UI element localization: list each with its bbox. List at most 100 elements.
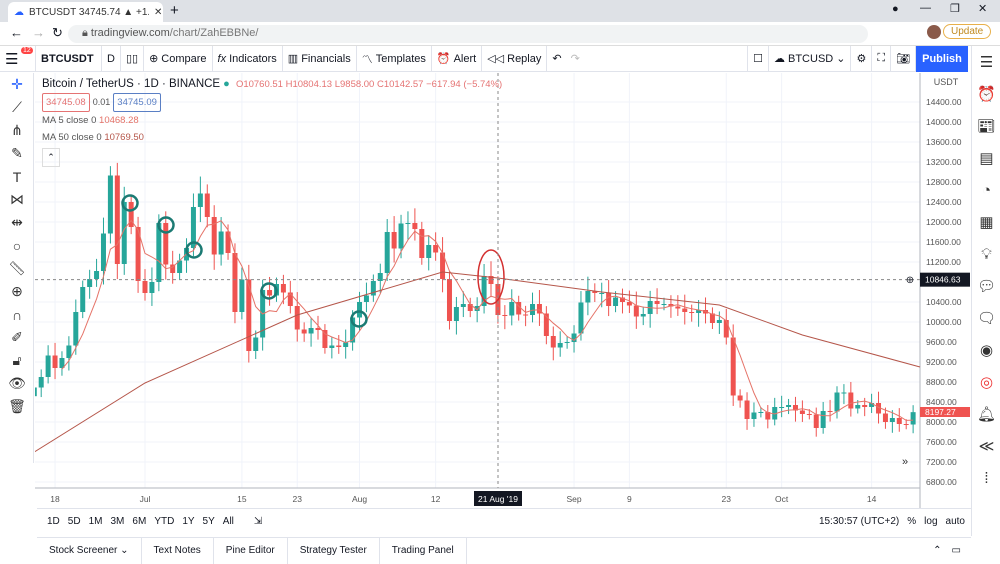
pattern-tool-icon[interactable]: ⋈: [10, 191, 24, 207]
range-5d[interactable]: 5D: [67, 516, 81, 527]
sell-price-button[interactable]: 34745.08: [42, 93, 90, 112]
range-1y[interactable]: 1Y: [182, 516, 195, 527]
redo-icon[interactable]: ↷: [570, 53, 580, 65]
back-icon[interactable]: ←: [10, 25, 23, 40]
news-icon[interactable]: 📰︎: [976, 118, 997, 135]
candle-body: [377, 273, 383, 281]
percent-scale-toggle[interactable]: %: [907, 516, 917, 527]
ma50-label[interactable]: MA 50 close 0: [42, 132, 102, 143]
log-scale-toggle[interactable]: log: [924, 516, 938, 527]
watchlist-icon[interactable]: ☰: [979, 54, 994, 71]
price-chart[interactable]: USDT14400.0014000.0013600.0013200.001280…: [35, 73, 971, 508]
text-tool-icon[interactable]: T: [12, 168, 22, 185]
chart-toolbar: ☰ 12 BTCUSDT D ▯▯ ⊕ Compare fx Indicators ▥…: [0, 46, 916, 72]
indicators-button[interactable]: fx Indicators: [213, 46, 283, 71]
streams-icon[interactable]: ◉: [979, 342, 994, 359]
expand-panel-icon[interactable]: ⌃: [933, 545, 942, 556]
layout-button[interactable]: ☐: [748, 46, 769, 71]
tab-pine-editor[interactable]: Pine Editor: [214, 537, 288, 564]
brush-tool-icon[interactable]: ✎: [11, 145, 23, 161]
chat-icon[interactable]: 🗨︎: [976, 310, 997, 327]
reload-icon[interactable]: ↻: [52, 25, 63, 40]
alert-button[interactable]: ⏰ Alert: [432, 46, 483, 71]
range-6m[interactable]: 6M: [132, 516, 147, 527]
minimize-icon[interactable]: —: [920, 2, 931, 14]
price-tick-label: 11600.00: [926, 237, 961, 247]
ruler-tool-icon[interactable]: 📏︎: [8, 260, 26, 276]
replay-button[interactable]: ◁◁ Replay: [482, 46, 548, 71]
range-ytd[interactable]: YTD: [154, 516, 175, 527]
annotation-circle: [157, 216, 175, 234]
dom-icon[interactable]: ⁞: [984, 469, 989, 487]
chart-type-button[interactable]: ▯▯: [121, 46, 145, 71]
auto-scale-toggle[interactable]: auto: [945, 516, 965, 527]
symbol-search[interactable]: BTCUSDT: [36, 46, 102, 71]
goto-date-icon[interactable]: ⇲: [253, 516, 263, 527]
close-window-icon[interactable]: ✕: [978, 3, 988, 15]
collapse-legend-button[interactable]: ⌃: [42, 148, 60, 167]
candle-body: [481, 276, 487, 306]
range-3m[interactable]: 3M: [110, 516, 125, 527]
pitchfork-tool-icon[interactable]: ⋔: [11, 122, 23, 138]
crosshair-tool-icon[interactable]: ✛: [11, 76, 23, 92]
clock[interactable]: 15:30:57 (UTC+2): [818, 516, 900, 527]
avatar[interactable]: [927, 25, 941, 39]
chats-icon[interactable]: 💬︎: [976, 278, 997, 295]
add-alert-plus-icon: ⊕: [906, 275, 914, 286]
magnet-icon[interactable]: ∩: [11, 306, 23, 323]
profile-menu-icon[interactable]: ●: [892, 3, 899, 15]
url-input[interactable]: 🔒︎ tradingview.com/chart/ZahEBBNe/: [68, 25, 868, 43]
ideas-icon[interactable]: 💡︎: [981, 245, 992, 263]
eye-icon[interactable]: 👁︎: [8, 375, 26, 391]
tab-text-notes[interactable]: Text Notes: [142, 537, 214, 564]
publish-button[interactable]: Publish: [916, 46, 968, 72]
update-button[interactable]: Update: [943, 24, 992, 39]
layout-select[interactable]: ☁ BTCUSD ⌄: [769, 46, 852, 71]
order-panel-icon[interactable]: ≪: [978, 438, 995, 455]
range-all[interactable]: All: [222, 516, 234, 527]
new-tab-icon[interactable]: +: [170, 2, 179, 19]
shapes-tool-icon[interactable]: ○: [12, 237, 22, 254]
close-tab-icon[interactable]: ✕: [154, 6, 163, 18]
range-1d[interactable]: 1D: [47, 516, 60, 527]
candle-body: [142, 281, 148, 293]
fullscreen-button[interactable]: ⛶: [872, 46, 892, 71]
maximize-panel-icon[interactable]: ▭: [951, 545, 961, 556]
candle-body: [204, 193, 210, 217]
menu-button[interactable]: ☰ 12: [0, 46, 36, 71]
range-5y[interactable]: 5Y: [202, 516, 215, 527]
ma5-label[interactable]: MA 5 close 0: [42, 115, 97, 126]
templates-button[interactable]: 〽 Templates: [357, 46, 432, 71]
broadcast-icon[interactable]: ◎: [979, 374, 994, 391]
settings-button[interactable]: ⚙: [851, 46, 873, 71]
zoom-in-icon[interactable]: ⊕: [11, 283, 23, 299]
hotlist-icon[interactable]: ▤: [979, 150, 994, 167]
maximize-icon[interactable]: ❐: [950, 3, 960, 15]
tab-strategy-tester[interactable]: Strategy Tester: [288, 537, 380, 564]
lock-drawings-icon[interactable]: 🔓︎: [12, 352, 22, 368]
snapshot-button[interactable]: 📷︎: [891, 46, 916, 71]
candle-body: [786, 405, 792, 407]
candle-body: [357, 302, 363, 318]
price-tick-label: 10400.00: [926, 297, 962, 307]
tab-trading-panel[interactable]: Trading Panel: [380, 537, 467, 564]
last-price-label: 8197.27: [925, 407, 956, 417]
alerts-icon[interactable]: ⏰: [977, 86, 996, 103]
financials-button[interactable]: ▥ Financials: [283, 46, 357, 71]
compare-button[interactable]: ⊕ Compare: [144, 46, 213, 71]
range-1m[interactable]: 1M: [88, 516, 103, 527]
trendline-tool-icon[interactable]: ⟋: [12, 99, 22, 115]
data-window-icon[interactable]: ◔: [981, 181, 992, 199]
calendar-icon[interactable]: ▦: [979, 214, 994, 231]
prediction-tool-icon[interactable]: ⇹: [11, 214, 23, 230]
buy-price-button[interactable]: 34745.09: [113, 93, 161, 112]
undo-icon[interactable]: ↶: [552, 53, 562, 65]
notifications-icon[interactable]: 🔔︎: [976, 406, 997, 423]
forward-icon[interactable]: →: [32, 25, 45, 40]
candle-body: [841, 392, 847, 394]
stay-drawing-icon[interactable]: ✐: [11, 329, 23, 345]
trash-icon[interactable]: 🗑︎: [8, 398, 26, 414]
tab-stock-screener[interactable]: Stock Screener ⌄: [37, 537, 142, 564]
browser-tab[interactable]: ☁ BTCUSDT 34745.74 ▲ +1.54% BT ✕: [8, 2, 163, 22]
interval-button[interactable]: D: [102, 46, 121, 71]
